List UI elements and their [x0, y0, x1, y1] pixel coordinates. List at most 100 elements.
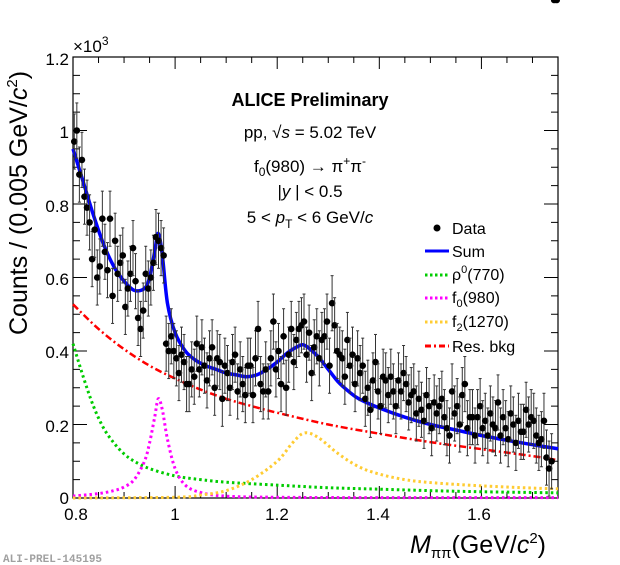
data-marker	[481, 417, 489, 425]
data-point	[458, 367, 466, 424]
data-marker	[257, 380, 264, 388]
data-point	[512, 414, 520, 471]
data-marker	[438, 395, 446, 403]
data-marker	[145, 285, 152, 292]
data-marker	[303, 351, 310, 358]
data-point	[239, 356, 247, 413]
data-marker	[346, 362, 354, 370]
data-point	[231, 326, 239, 383]
data-point	[93, 249, 101, 306]
data-point	[346, 337, 354, 394]
rapidity-label: |y | < 0.5	[277, 182, 342, 201]
data-marker	[543, 454, 550, 461]
data-marker	[405, 399, 412, 406]
data-marker	[474, 413, 481, 421]
data-point	[451, 385, 458, 442]
data-point	[525, 396, 532, 453]
data-marker	[321, 333, 328, 340]
data-marker	[512, 439, 520, 447]
data-point	[152, 209, 160, 266]
y-axis-title-c: c	[5, 87, 33, 100]
data-marker	[461, 380, 469, 388]
data-point	[280, 308, 287, 365]
data-marker	[173, 355, 180, 362]
data-point	[224, 344, 231, 402]
legend-label-data: Data	[452, 221, 486, 238]
data-marker	[313, 333, 321, 340]
x-axis-title-sup: 2	[529, 530, 537, 547]
y-multiplier-base: ×10	[73, 37, 102, 56]
data-point	[109, 267, 116, 324]
rho-sup: 0	[461, 264, 467, 276]
f0-f: f	[452, 290, 457, 307]
pt-p: p	[275, 208, 285, 227]
data-point	[180, 333, 188, 391]
data-point	[282, 359, 290, 416]
data-marker	[157, 244, 165, 252]
data-point	[229, 333, 236, 391]
data-marker	[116, 259, 124, 267]
data-marker	[451, 410, 458, 417]
data-point	[134, 289, 142, 346]
data-point	[430, 374, 438, 431]
data-marker	[390, 388, 397, 395]
data-point	[515, 392, 522, 449]
data-marker	[433, 410, 441, 417]
legend-label-f2: f2(1270)	[452, 314, 509, 334]
legend-item-rho: ρ0(770)	[425, 264, 505, 284]
decay-f: f	[254, 157, 259, 176]
decay-channel-label: f0(980) → π+π-	[254, 154, 366, 179]
data-marker	[249, 391, 257, 399]
data-marker	[175, 369, 183, 377]
data-point	[484, 407, 492, 464]
decay-plus: +	[343, 154, 350, 168]
data-point	[418, 381, 425, 438]
data-marker	[282, 384, 290, 392]
y-axis-title-main: Counts / (0.005 GeV/	[5, 100, 33, 335]
data-point	[254, 300, 262, 358]
data-point	[219, 370, 226, 427]
data-marker	[203, 377, 211, 384]
data-marker	[83, 204, 91, 211]
data-marker	[111, 237, 119, 245]
data-point	[99, 190, 106, 247]
y-tick-label: 0.6	[45, 270, 69, 289]
data-marker	[443, 424, 451, 432]
data-marker	[280, 333, 287, 340]
legend-label-resbkg: Res. bkg	[452, 339, 515, 356]
data-point	[415, 370, 423, 427]
data-marker	[155, 237, 162, 245]
data-marker	[124, 285, 132, 292]
data-marker	[548, 457, 555, 465]
data-point	[145, 260, 152, 317]
curve-resbkg	[72, 303, 559, 462]
y-tick-label: 0.2	[45, 417, 69, 436]
data-marker	[206, 355, 213, 362]
data-marker	[339, 355, 346, 362]
data-marker	[471, 432, 479, 439]
data-marker	[178, 351, 185, 358]
data-point	[259, 363, 267, 420]
data-point	[461, 356, 469, 413]
data-point	[157, 220, 165, 277]
data-point	[81, 168, 88, 225]
data-point	[382, 352, 389, 409]
data-marker	[114, 270, 121, 278]
data-marker	[219, 395, 226, 403]
data-point	[206, 330, 213, 387]
data-marker	[70, 138, 78, 145]
data-marker	[201, 362, 208, 370]
data-marker	[86, 219, 93, 226]
data-point	[165, 322, 173, 380]
data-point	[476, 378, 484, 435]
data-point	[249, 367, 257, 424]
data-marker	[81, 193, 88, 200]
data-point	[479, 400, 486, 457]
data-point	[116, 234, 124, 291]
data-marker	[73, 127, 81, 134]
data-marker	[497, 432, 504, 439]
data-point	[326, 337, 333, 394]
data-point	[410, 363, 418, 420]
data-marker	[93, 274, 101, 281]
data-marker	[264, 388, 272, 395]
